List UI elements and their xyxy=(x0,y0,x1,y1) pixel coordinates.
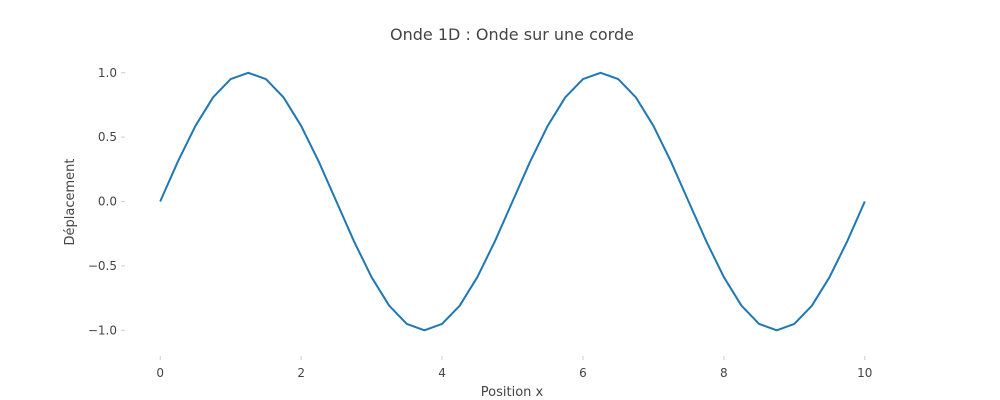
x-tick-label: 8 xyxy=(720,366,728,380)
y-tick-label: 0.5 xyxy=(98,130,117,144)
y-tick-label: 1.0 xyxy=(98,66,117,80)
x-tick-label: 0 xyxy=(156,366,164,380)
y-axis-label: Déplacement xyxy=(63,159,78,246)
y-tick-label: −1.0 xyxy=(88,323,117,337)
x-axis-label: Position x xyxy=(481,385,544,400)
x-tick-label: 4 xyxy=(438,366,446,380)
x-axis-ticks: 0 2 4 6 8 10 xyxy=(156,356,872,380)
plot-area xyxy=(159,71,866,332)
y-tick-label: −0.5 xyxy=(88,259,117,273)
x-tick-label: 2 xyxy=(297,366,305,380)
x-tick-label: 10 xyxy=(857,366,872,380)
y-axis-ticks: −1.0 −0.5 0.0 0.5 1.0 xyxy=(88,66,125,337)
y-tick-label: 0.0 xyxy=(98,195,117,209)
x-tick-label: 6 xyxy=(579,366,587,380)
chart-title: Onde 1D : Onde sur une corde xyxy=(390,25,634,44)
series-line xyxy=(159,71,866,332)
